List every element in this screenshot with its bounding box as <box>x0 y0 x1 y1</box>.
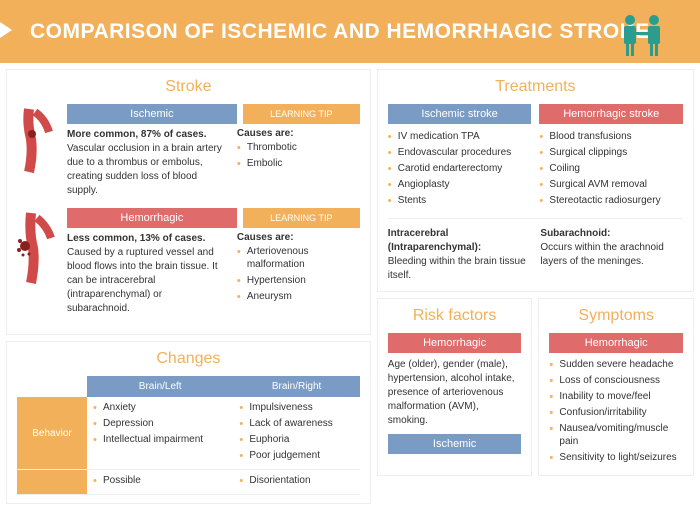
table-row: Behavior AnxietyDepressionIntellectual i… <box>17 397 360 470</box>
treat-ischemic-label: Ischemic stroke <box>388 104 532 124</box>
stroke-panel: Stroke Ischemic LEARNING TIP More common… <box>6 69 371 335</box>
list-item: Thrombotic <box>237 141 360 154</box>
list-item: Angioplasty <box>388 178 532 191</box>
artery-ischemic-icon <box>17 104 59 198</box>
changes-table: Brain/LeftBrain/Right Behavior AnxietyDe… <box>17 376 360 495</box>
hemorrhagic-tip-label: LEARNING TIP <box>243 208 360 228</box>
col-right: Brain/Right <box>233 376 359 397</box>
ischemic-row: Ischemic LEARNING TIP More common, 87% o… <box>17 104 360 198</box>
ischemic-causes: Causes are: ThromboticEmbolic <box>237 128 360 198</box>
list-item: Euphoria <box>239 433 353 446</box>
risk-hemorrhagic-label: Hemorrhagic <box>388 333 522 353</box>
ischemic-label: Ischemic <box>67 104 237 124</box>
treat-ischemic-col: Ischemic stroke IV medication TPA Endovas… <box>388 104 532 210</box>
treat-hemorrhagic-label: Hemorrhagic stroke <box>539 104 683 124</box>
symptoms-panel: Symptoms Hemorrhagic Sudden severe heada… <box>538 298 694 476</box>
list-item: Poor judgement <box>239 449 353 462</box>
list-item: Blood transfusions <box>539 130 683 143</box>
symptoms-hemorrhagic-label: Hemorrhagic <box>549 333 683 353</box>
ischemic-tip-label: LEARNING TIP <box>243 104 360 124</box>
changes-title: Changes <box>17 350 360 368</box>
list-item: Sensitivity to light/seizures <box>549 451 683 464</box>
list-item: Nausea/vomiting/muscle pain <box>549 422 683 448</box>
list-item: Stereotactic radiosurgery <box>539 194 683 207</box>
list-item: Loss of consciousness <box>549 374 683 387</box>
risk-hemorrhagic-text: Age (older), gender (male), hypertension… <box>388 358 522 428</box>
list-item: Possible <box>93 474 227 487</box>
intracerebral-block: Intracerebral (Intraparenchymal):Bleedin… <box>388 227 531 283</box>
content-area: Stroke Ischemic LEARNING TIP More common… <box>0 63 700 516</box>
list-item: Aneurysm <box>237 290 360 303</box>
list-item: Stents <box>388 194 532 207</box>
treatments-panel: Treatments Ischemic stroke IV medication… <box>377 69 694 292</box>
hemorrhagic-text: Less common, 13% of cases. Caused by a r… <box>67 232 227 316</box>
ischemic-text: More common, 87% of cases. Vascular occl… <box>67 128 227 198</box>
hemorrhagic-label: Hemorrhagic <box>67 208 237 228</box>
list-item: Surgical clippings <box>539 146 683 159</box>
list-item: Hypertension <box>237 274 360 287</box>
list-item: Confusion/irritability <box>549 406 683 419</box>
hemorrhagic-causes: Causes are: Arteriovenous malformationHy… <box>237 232 360 316</box>
col-left: Brain/Left <box>87 376 233 397</box>
list-item: Endovascular procedures <box>388 146 532 159</box>
list-item: Intellectual impairment <box>93 433 227 446</box>
symptoms-title: Symptoms <box>549 307 683 325</box>
doctors-icon <box>614 12 672 61</box>
table-row: Possible Disorientation <box>17 470 360 495</box>
stroke-title: Stroke <box>17 78 360 96</box>
list-item: Lack of awareness <box>239 417 353 430</box>
header-arrow-icon <box>0 22 12 38</box>
risk-panel: Risk factors Hemorrhagic Age (older), ge… <box>377 298 533 476</box>
list-item: Inability to move/feel <box>549 390 683 403</box>
treat-hemorrhagic-col: Hemorrhagic stroke Blood transfusions Sur… <box>539 104 683 210</box>
list-item: Disorientation <box>239 474 353 487</box>
hemorrhagic-row: Hemorrhagic LEARNING TIP Less common, 13… <box>17 208 360 316</box>
page-title: COMPARISON OF ISCHEMIC AND HEMORRHAGIC S… <box>30 18 678 45</box>
risk-title: Risk factors <box>388 307 522 325</box>
risk-ischemic-label: Ischemic <box>388 434 522 454</box>
list-item: Coiling <box>539 162 683 175</box>
list-item: Anxiety <box>93 401 227 414</box>
treatments-title: Treatments <box>388 78 683 96</box>
list-item: Sudden severe headache <box>549 358 683 371</box>
list-item: Arteriovenous malformation <box>237 245 360 271</box>
changes-panel: Changes Brain/LeftBrain/Right Behavior A… <box>6 341 371 504</box>
page-header: COMPARISON OF ISCHEMIC AND HEMORRHAGIC S… <box>0 0 700 63</box>
list-item: Depression <box>93 417 227 430</box>
list-item: Impulsiveness <box>239 401 353 414</box>
artery-hemorrhagic-icon <box>17 208 59 316</box>
list-item: Carotid endarterectomy <box>388 162 532 175</box>
list-item: Surgical AVM removal <box>539 178 683 191</box>
subarachnoid-block: Subarachnoid:Occurs within the arachnoid… <box>540 227 683 283</box>
list-item: IV medication TPA <box>388 130 532 143</box>
list-item: Embolic <box>237 157 360 170</box>
